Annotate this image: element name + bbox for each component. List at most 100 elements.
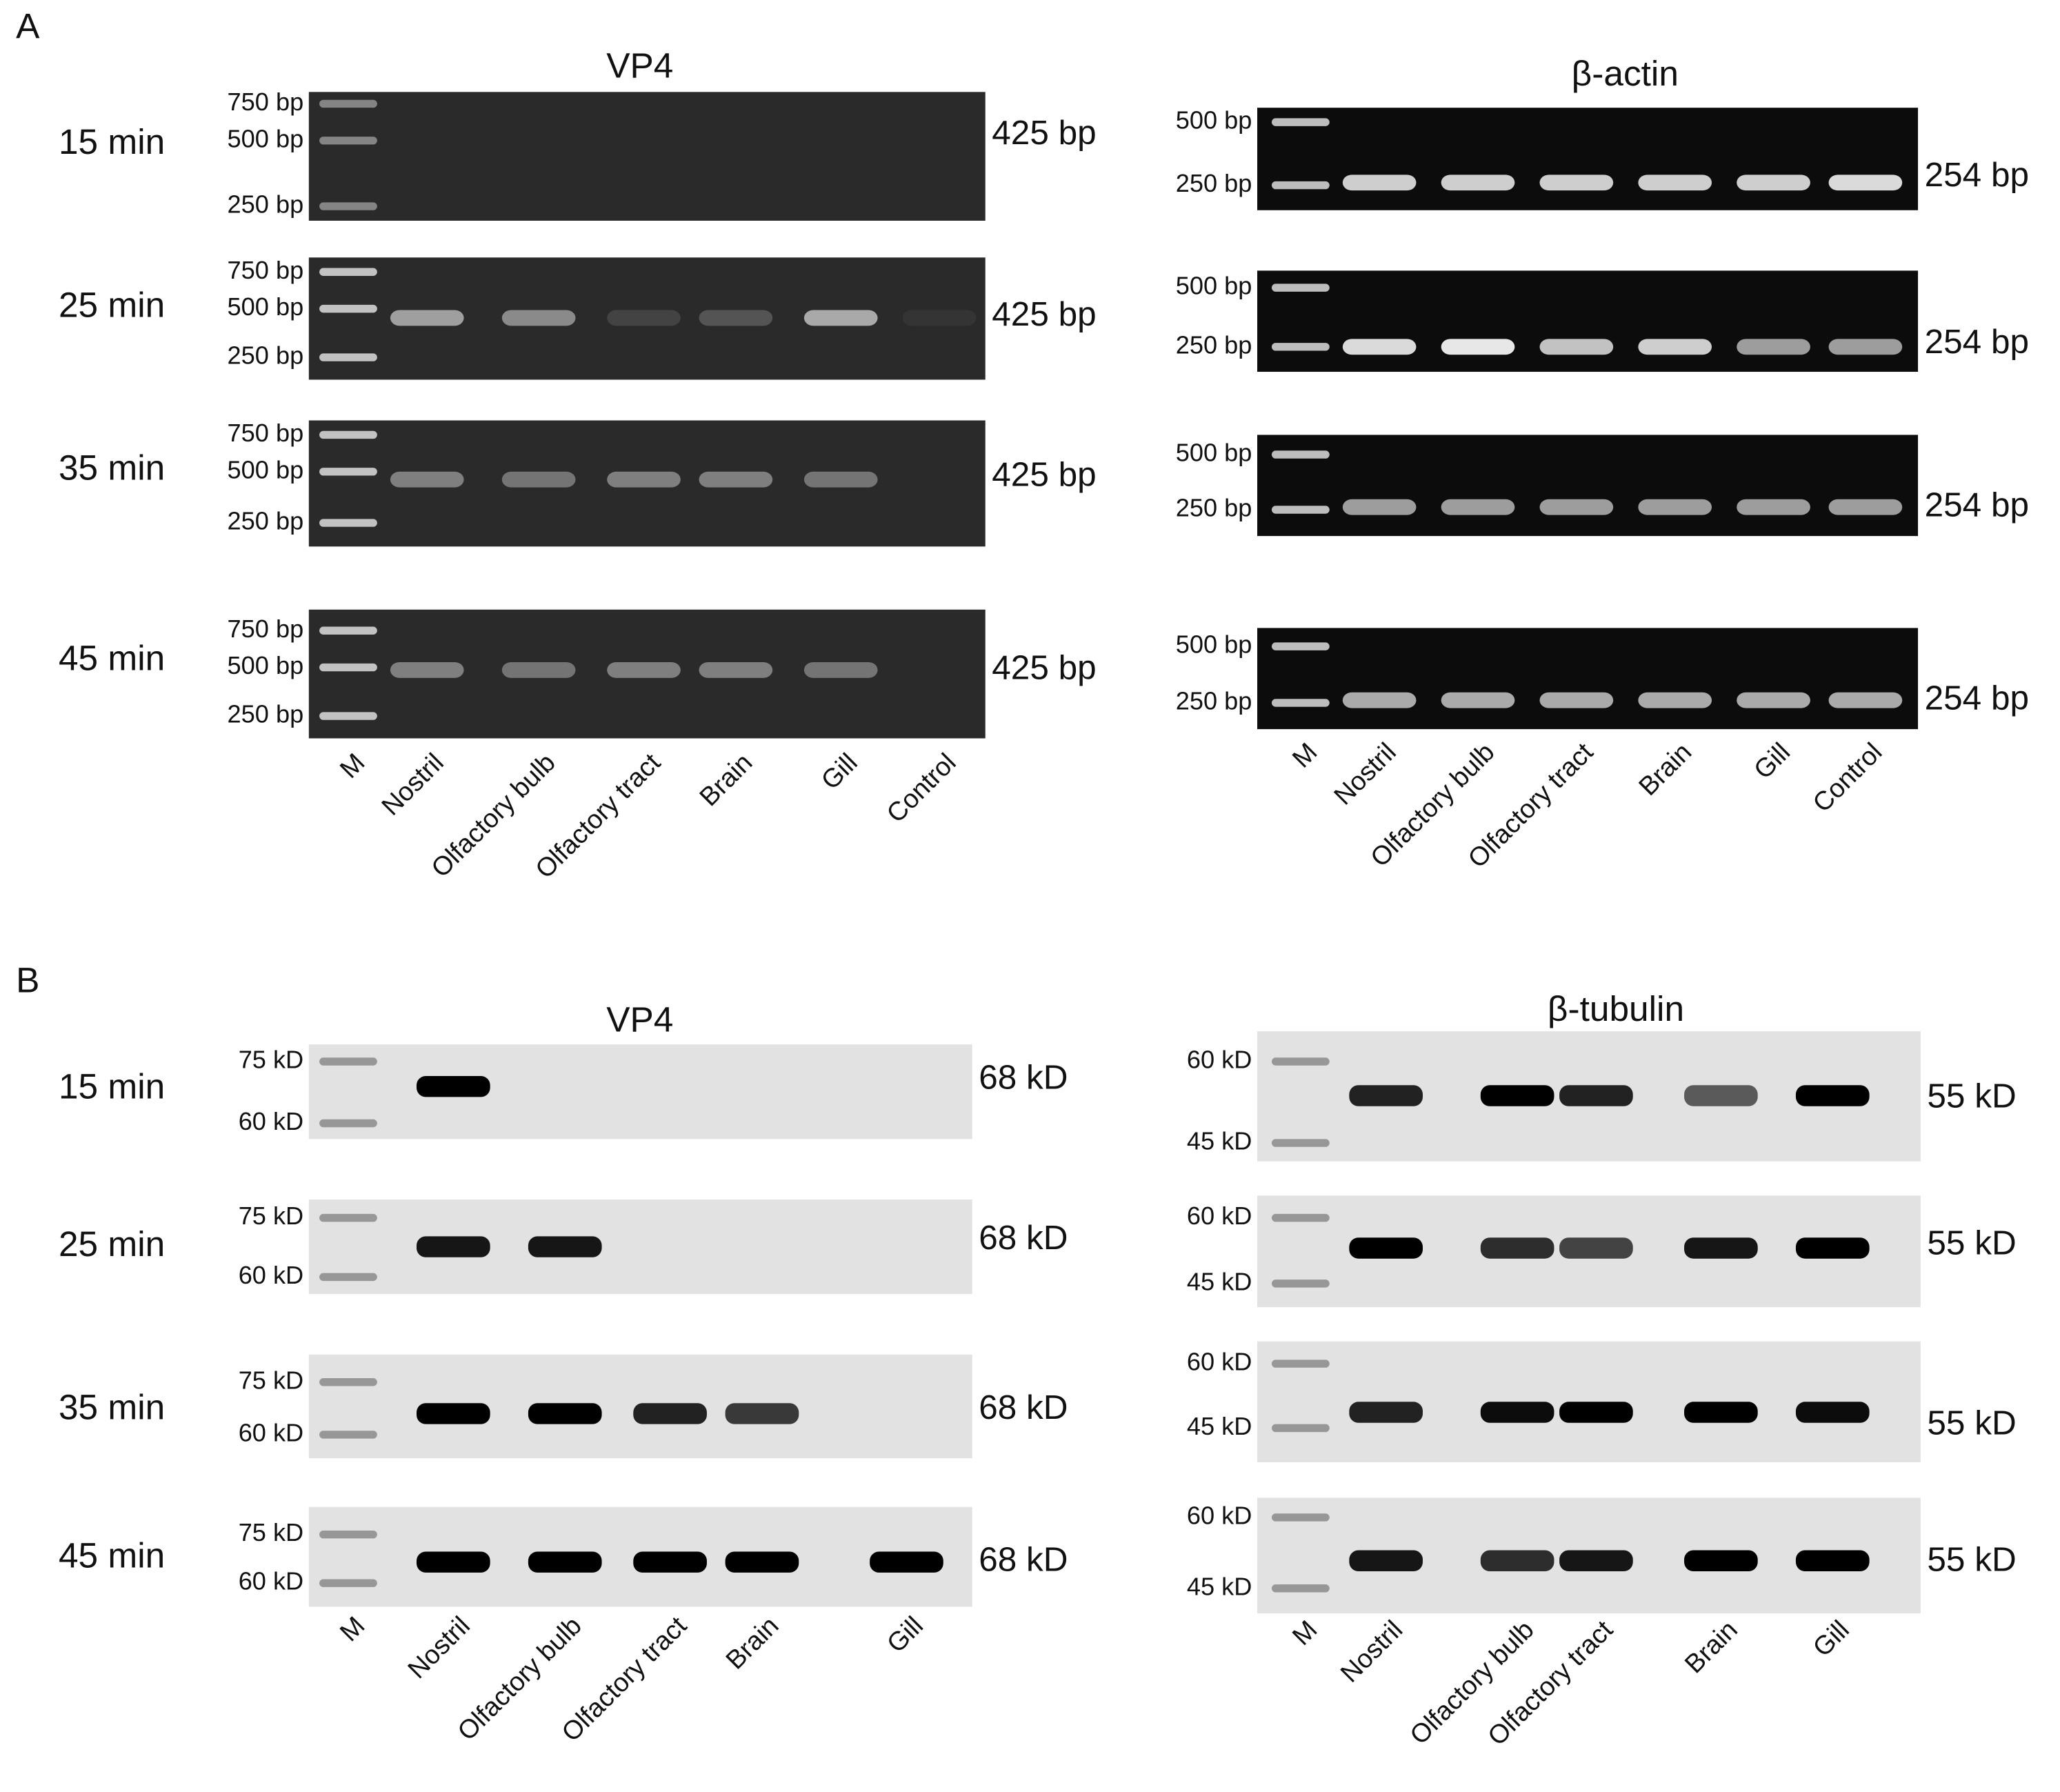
size-label: 55 kD xyxy=(1927,1077,2016,1115)
ladder-band xyxy=(319,1431,377,1439)
sample-band xyxy=(607,471,681,488)
lane-label: Gill xyxy=(1748,737,1796,785)
lane-label: Nostril xyxy=(1329,737,1402,810)
sample-band xyxy=(1737,339,1810,355)
lane-label: Gill xyxy=(816,748,863,796)
marker-label: 500 bp xyxy=(228,124,304,152)
ladder-band xyxy=(1271,1513,1330,1522)
gel-strip xyxy=(308,609,986,739)
sample-band xyxy=(1684,1237,1758,1259)
time-label: 45 min xyxy=(59,1535,165,1575)
ladder-band xyxy=(319,1119,377,1128)
sample-band xyxy=(528,1551,602,1573)
ladder-band xyxy=(319,202,377,210)
marker-label: 60 kD xyxy=(1187,1348,1252,1376)
ladder-band xyxy=(319,468,377,476)
sample-band xyxy=(633,1403,707,1424)
marker-label: 750 bp xyxy=(228,615,304,643)
marker-label: 250 bp xyxy=(228,507,304,535)
gel-strip xyxy=(308,1044,972,1139)
sample-band xyxy=(1795,1550,1870,1572)
ladder-band xyxy=(1271,642,1330,650)
marker-label: 750 bp xyxy=(228,256,304,284)
blot-title: VP4 xyxy=(606,999,673,1039)
sample-band xyxy=(1795,1237,1870,1259)
sample-band xyxy=(1795,1402,1870,1423)
sample-band xyxy=(1441,339,1515,355)
time-label: 45 min xyxy=(59,638,165,678)
size-label: 425 bp xyxy=(992,455,1096,493)
sample-band xyxy=(1638,175,1712,191)
sample-band xyxy=(1480,1085,1554,1106)
lane-label: M xyxy=(1287,737,1323,773)
marker-label: 60 kD xyxy=(1187,1202,1252,1230)
ladder-band xyxy=(319,626,377,635)
sample-band xyxy=(501,471,576,488)
ladder-band xyxy=(319,663,377,672)
ladder-band xyxy=(319,1057,377,1066)
marker-label: 60 kD xyxy=(239,1107,304,1135)
sample-band xyxy=(1349,1085,1423,1106)
sample-band xyxy=(1828,692,1903,708)
sample-band xyxy=(501,310,576,326)
sample-band xyxy=(1349,1550,1423,1572)
marker-label: 45 kD xyxy=(1187,1127,1252,1155)
sample-band xyxy=(1480,1402,1554,1423)
sample-band xyxy=(417,1403,490,1424)
gel-strip xyxy=(308,92,986,221)
lane-label: Nostril xyxy=(403,1611,476,1684)
ladder-band xyxy=(319,1579,377,1587)
marker-label: 250 bp xyxy=(1176,330,1252,359)
sample-band xyxy=(725,1403,799,1424)
marker-label: 60 kD xyxy=(1187,1501,1252,1529)
marker-label: 250 bp xyxy=(1176,169,1252,197)
sample-band xyxy=(417,1551,490,1573)
sample-band xyxy=(1737,499,1810,515)
sample-band xyxy=(1559,1550,1633,1572)
ladder-band xyxy=(1271,118,1330,126)
sample-band xyxy=(1638,339,1712,355)
time-label: 25 min xyxy=(59,1224,165,1264)
ladder-band xyxy=(1271,1139,1330,1147)
lane-label: M xyxy=(334,748,370,784)
ladder-band xyxy=(319,430,377,439)
size-label: 254 bp xyxy=(1925,486,2029,524)
blot-title: VP4 xyxy=(606,46,673,86)
time-label: 15 min xyxy=(59,1066,165,1106)
marker-label: 500 bp xyxy=(1176,272,1252,300)
ladder-band xyxy=(1271,181,1330,190)
time-label: 35 min xyxy=(59,1386,165,1426)
sample-band xyxy=(1638,692,1712,708)
sample-band xyxy=(633,1551,707,1573)
size-label: 55 kD xyxy=(1927,1224,2016,1262)
sample-band xyxy=(390,310,464,326)
marker-label: 60 kD xyxy=(239,1567,304,1595)
ladder-band xyxy=(319,137,377,145)
marker-label: 250 bp xyxy=(228,341,304,370)
sample-band xyxy=(1559,1085,1633,1106)
sample-band xyxy=(1684,1085,1758,1106)
ladder-band xyxy=(319,353,377,361)
lane-label: Brain xyxy=(721,1611,785,1675)
gel-strip xyxy=(1257,108,1919,210)
sample-band xyxy=(1441,175,1515,191)
sample-band xyxy=(1828,339,1903,355)
sample-band xyxy=(699,471,773,488)
lane-label: Brain xyxy=(1634,737,1698,802)
ladder-band xyxy=(1271,1057,1330,1066)
marker-label: 75 kD xyxy=(239,1366,304,1394)
sample-band xyxy=(1559,1402,1633,1423)
sample-band xyxy=(390,661,464,678)
marker-label: 500 bp xyxy=(1176,439,1252,467)
marker-label: 250 bp xyxy=(228,190,304,219)
sample-band xyxy=(1684,1550,1758,1572)
sample-band xyxy=(1684,1402,1758,1423)
marker-label: 60 kD xyxy=(239,1261,304,1289)
size-label: 254 bp xyxy=(1925,156,2029,194)
lane-label: Gill xyxy=(1808,1615,1855,1663)
sample-band xyxy=(1342,692,1417,708)
lane-label: Gill xyxy=(881,1611,929,1659)
ladder-band xyxy=(319,1530,377,1539)
sample-band xyxy=(501,661,576,678)
